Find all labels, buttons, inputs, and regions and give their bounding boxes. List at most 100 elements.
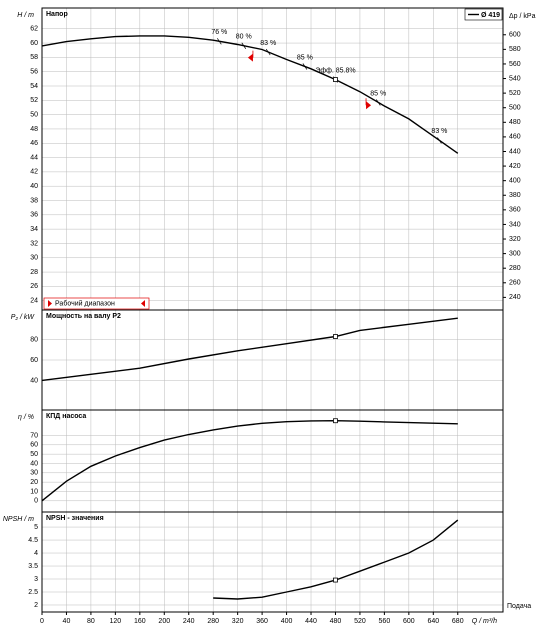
annotation-tick bbox=[217, 38, 222, 45]
y-tick-label: 50 bbox=[30, 451, 38, 458]
y-tick-label: 36 bbox=[30, 212, 38, 219]
y-tick-label: 40 bbox=[30, 460, 38, 467]
range-legend-arrow bbox=[48, 300, 52, 307]
y-tick-label: 28 bbox=[30, 269, 38, 276]
duty-point bbox=[333, 77, 338, 82]
x-tick-label: 520 bbox=[354, 618, 366, 625]
y-tick-label: 5 bbox=[34, 524, 38, 531]
y-tick-label: 40 bbox=[30, 183, 38, 190]
y-axis-label: η / % bbox=[18, 414, 34, 421]
annotation-tick bbox=[375, 99, 381, 106]
y2-tick-label: 540 bbox=[509, 75, 521, 82]
y-tick-label: 0 bbox=[34, 498, 38, 505]
annotation: 83 % bbox=[260, 40, 276, 47]
x-axis-title: Подача bbox=[507, 603, 531, 610]
y-tick-label: 40 bbox=[30, 377, 38, 384]
annotation: 76 % bbox=[211, 29, 227, 36]
panel-title: КПД насоса bbox=[46, 413, 86, 420]
y-tick-label: 26 bbox=[30, 283, 38, 290]
y2-tick-label: 240 bbox=[509, 294, 521, 301]
x-tick-label: 200 bbox=[158, 618, 170, 625]
x-tick-label: 440 bbox=[305, 618, 317, 625]
y-tick-label: 54 bbox=[30, 83, 38, 90]
x-tick-label: 480 bbox=[330, 618, 342, 625]
y-tick-label: 58 bbox=[30, 54, 38, 61]
y2-tick-label: 580 bbox=[509, 46, 521, 53]
y-tick-label: 32 bbox=[30, 240, 38, 247]
y2-tick-label: 340 bbox=[509, 221, 521, 228]
annotation-tick bbox=[265, 48, 271, 56]
y-tick-label: 30 bbox=[30, 470, 38, 477]
range-legend-box bbox=[43, 297, 150, 310]
x-tick-label: 0 bbox=[40, 618, 44, 625]
annotation: 83 % bbox=[431, 128, 447, 135]
x-tick-label: 240 bbox=[183, 618, 195, 625]
duty-point bbox=[333, 418, 338, 424]
y-tick-label: 60 bbox=[30, 357, 38, 364]
x-tick-label: 680 bbox=[452, 618, 464, 625]
x-tick-label: 320 bbox=[232, 618, 244, 625]
y2-tick-label: 420 bbox=[509, 163, 521, 170]
curve bbox=[41, 35, 459, 154]
range-marker bbox=[247, 53, 253, 62]
annotation: 85 % bbox=[297, 54, 313, 61]
y2-tick-label: 260 bbox=[509, 280, 521, 287]
y2-axis-label: Δp / kPa bbox=[509, 13, 536, 20]
y-tick-label: 62 bbox=[30, 26, 38, 33]
annotation: 80 % bbox=[236, 34, 252, 41]
y-axis-label: P₂ / kW bbox=[11, 314, 36, 321]
annotation-tick bbox=[437, 137, 442, 144]
x-tick-label: 360 bbox=[256, 618, 268, 625]
x-tick-label: 280 bbox=[207, 618, 219, 625]
duty-point bbox=[333, 577, 338, 583]
panel-frame bbox=[41, 511, 504, 613]
annotation-tick bbox=[302, 63, 308, 70]
x-tick-label: 80 bbox=[87, 618, 95, 625]
annotation-tick bbox=[241, 42, 247, 49]
y-tick-label: 46 bbox=[30, 140, 38, 147]
y2-tick-label: 440 bbox=[509, 148, 521, 155]
y-tick-label: 60 bbox=[30, 40, 38, 47]
x-tick-label: 600 bbox=[403, 618, 415, 625]
panel-frame bbox=[41, 409, 504, 513]
range-legend-label: Рабочий диапазон bbox=[55, 300, 115, 308]
curve bbox=[41, 317, 458, 382]
annotation: Эфф. 85.8% bbox=[315, 67, 355, 74]
y-tick-label: 52 bbox=[30, 97, 38, 104]
x-tick-label: 640 bbox=[427, 618, 439, 625]
y-tick-label: 20 bbox=[30, 479, 38, 486]
y2-tick-label: 600 bbox=[509, 32, 521, 39]
y-tick-label: 4 bbox=[34, 550, 38, 557]
y2-tick-label: 300 bbox=[509, 250, 521, 257]
y-tick-label: 50 bbox=[30, 111, 38, 118]
y2-tick-label: 320 bbox=[509, 236, 521, 243]
y2-tick-label: 560 bbox=[509, 61, 521, 68]
y-tick-label: 70 bbox=[30, 432, 38, 439]
annotation: 85 % bbox=[370, 90, 386, 97]
x-tick-label: 560 bbox=[379, 618, 391, 625]
y-tick-label: 80 bbox=[30, 336, 38, 343]
curve bbox=[41, 419, 458, 502]
y2-tick-label: 480 bbox=[509, 119, 521, 126]
y2-tick-label: 380 bbox=[509, 192, 521, 199]
y2-tick-label: 500 bbox=[509, 105, 521, 112]
panel-title: Напор bbox=[46, 11, 68, 18]
y-tick-label: 4.5 bbox=[28, 537, 38, 544]
range-marker bbox=[366, 101, 372, 110]
duty-point bbox=[333, 334, 338, 339]
y-tick-label: 30 bbox=[30, 255, 38, 262]
y-tick-label: 42 bbox=[30, 169, 38, 176]
x-tick-label: 160 bbox=[134, 618, 146, 625]
panel-title: NPSH - значения bbox=[46, 515, 104, 522]
y-tick-label: 34 bbox=[30, 226, 38, 233]
y-tick-label: 44 bbox=[30, 154, 38, 161]
y2-tick-label: 460 bbox=[509, 134, 521, 141]
y-tick-label: 38 bbox=[30, 197, 38, 204]
y-axis-label: H / m bbox=[17, 12, 34, 19]
x-tick-label: 40 bbox=[63, 618, 71, 625]
x-tick-label: 120 bbox=[110, 618, 122, 625]
range-legend-arrow bbox=[141, 300, 145, 307]
y-tick-label: 24 bbox=[30, 298, 38, 305]
legend-box bbox=[464, 8, 503, 21]
